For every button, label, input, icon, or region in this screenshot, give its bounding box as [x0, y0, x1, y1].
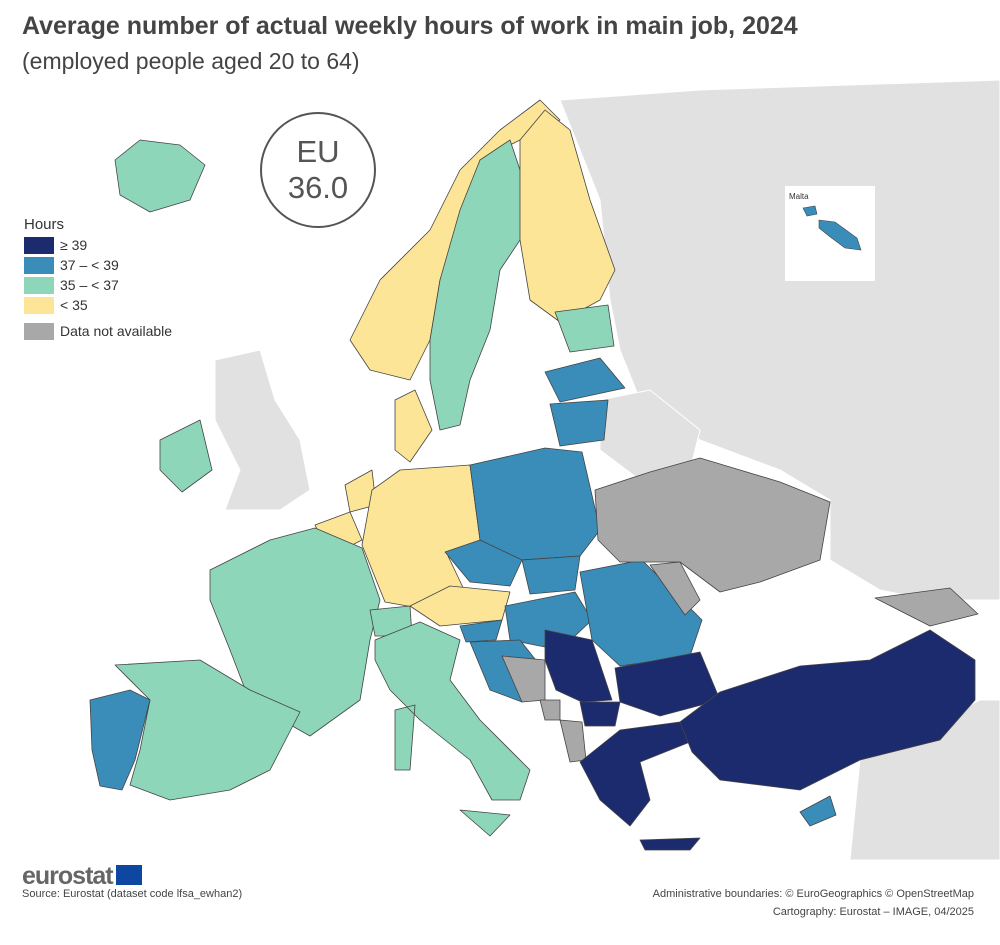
source-note: Source: Eurostat (dataset code lfsa_ewha…	[22, 888, 243, 900]
country-ireland	[159, 419, 213, 493]
legend: Hours ≥ 39 37 – < 39 35 – < 37 < 35 Data…	[24, 216, 172, 341]
country-sweden	[429, 139, 531, 431]
map-subtitle: (employed people aged 20 to 64)	[22, 48, 360, 74]
country-latvia	[544, 357, 626, 403]
country-cyprus	[799, 795, 837, 827]
country-spain	[114, 659, 301, 801]
boundaries-credit: Administrative boundaries: © EuroGeograp…	[652, 888, 974, 900]
country-iceland	[114, 139, 206, 213]
legend-label: 35 – < 37	[60, 277, 119, 293]
country-denmark	[394, 389, 433, 463]
country-t-rkiye	[679, 629, 976, 791]
legend-swatch	[24, 256, 54, 274]
country-albania	[559, 719, 587, 763]
legend-item: Data not available	[24, 321, 172, 341]
legend-item: < 35	[24, 295, 172, 315]
country-slovenia	[459, 619, 503, 643]
country-poland	[469, 447, 601, 561]
legend-swatch	[24, 236, 54, 254]
legend-item: ≥ 39	[24, 235, 172, 255]
country-moldova	[649, 561, 701, 616]
country-finland	[519, 109, 616, 323]
legend-item: 35 – < 37	[24, 275, 172, 295]
eu-average-badge: EU 36.0	[260, 112, 376, 228]
country-germany	[361, 464, 481, 611]
country-czechia	[444, 539, 523, 587]
legend-title: Hours	[24, 216, 65, 233]
malta-shape	[802, 205, 862, 251]
country-georgia	[874, 587, 979, 627]
brand-text: eurostat	[22, 862, 114, 890]
country-estonia	[554, 304, 615, 353]
russia-land	[559, 79, 1000, 601]
country-greece	[579, 721, 701, 851]
cartography-credit: Cartography: Eurostat – IMAGE, 04/2025	[772, 906, 974, 918]
legend-swatch	[24, 322, 54, 340]
country-italy	[374, 621, 531, 837]
malta-inset: Malta	[785, 186, 875, 281]
map-title: Average number of actual weekly hours of…	[22, 12, 798, 40]
country-montenegro	[539, 699, 561, 721]
country-bulgaria	[614, 651, 721, 717]
legend-swatch	[24, 296, 54, 314]
eu-value: 36.0	[287, 170, 349, 205]
country-portugal	[89, 689, 151, 791]
country-ukraine	[594, 457, 831, 593]
country-north-macedonia	[579, 701, 621, 727]
country-slovakia	[521, 555, 581, 595]
eu-label: EU	[296, 134, 340, 169]
legend-label: < 35	[60, 297, 88, 313]
uk-land	[214, 349, 311, 511]
legend-label: 37 – < 39	[60, 257, 119, 273]
malta-label: Malta	[789, 192, 809, 201]
country-france	[209, 527, 381, 737]
country-lithuania	[549, 399, 609, 447]
eu-flag-icon	[115, 865, 142, 886]
eurostat-logo: eurostat	[22, 862, 142, 891]
legend-item: 37 – < 39	[24, 255, 172, 275]
legend-label: ≥ 39	[60, 237, 88, 253]
legend-label: Data not available	[60, 323, 173, 339]
legend-swatch	[24, 276, 54, 294]
